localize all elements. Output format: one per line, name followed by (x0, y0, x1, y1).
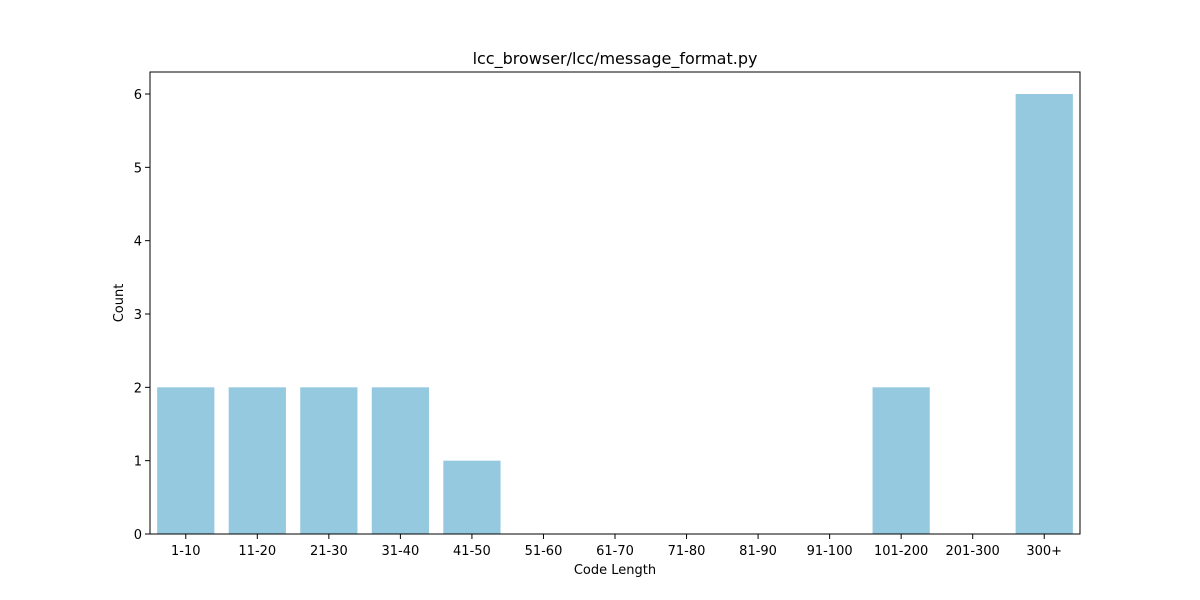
plot-frame (149, 71, 1081, 535)
y-tick-label: 0 (134, 528, 142, 543)
bars-group (157, 94, 1073, 534)
chart-title: lcc_browser/lcc/message_format.py (473, 49, 758, 69)
y-tick-label: 3 (134, 308, 142, 323)
x-tick-label: 21-30 (310, 544, 348, 559)
x-axis-title: Code Length (574, 563, 656, 578)
x-tick-label: 201-300 (946, 544, 1000, 559)
x-tick-label: 31-40 (381, 544, 419, 559)
x-tick-label: 300+ (1026, 544, 1062, 559)
y-tick-label: 6 (134, 88, 142, 103)
x-tick-label: 81-90 (739, 544, 777, 559)
x-axis-ticks: 1-10 11-20 21-30 31-40 41-50 51-60 61-70 71-80 8… (171, 534, 1062, 559)
y-tick-label: 5 (134, 161, 142, 176)
y-axis-title: Count (112, 284, 127, 323)
x-tick-label: 11-20 (238, 544, 276, 559)
bar-11-20 (228, 387, 286, 534)
bar-101-200 (872, 387, 930, 534)
y-axis-ticks: 0 1 2 3 4 5 6 (134, 88, 150, 543)
bar-31-40 (371, 387, 429, 534)
bar-300+ (1015, 94, 1073, 534)
x-tick-label: 91-100 (807, 544, 853, 559)
y-tick-label: 4 (134, 235, 142, 250)
bar-41-50 (443, 460, 501, 534)
bar-1-10 (157, 387, 215, 534)
x-tick-label: 41-50 (453, 544, 491, 559)
x-tick-label: 71-80 (668, 544, 706, 559)
bar-21-30 (300, 387, 358, 534)
x-tick-label: 101-200 (874, 544, 928, 559)
x-tick-label: 61-70 (596, 544, 634, 559)
y-tick-label: 1 (134, 455, 142, 470)
y-tick-label: 2 (134, 381, 142, 396)
x-tick-label: 51-60 (525, 544, 563, 559)
x-tick-label: 1-10 (171, 544, 201, 559)
